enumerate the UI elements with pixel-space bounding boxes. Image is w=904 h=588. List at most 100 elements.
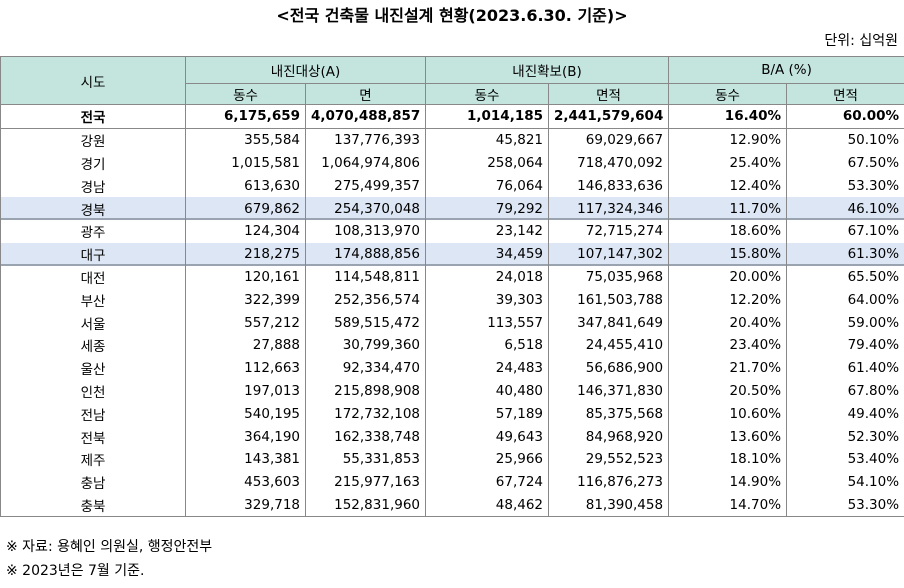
table-row: 경기 1,015,581 1,064,974,806 258,064 718,470,0…: [0, 151, 904, 175]
title: <전국 건축물 내진설계 현황(2023.6.30. 기준)>: [276, 6, 628, 25]
value-cell: 59.00%: [786, 311, 904, 334]
value-cell: 10.60%: [668, 402, 788, 426]
value-cell: 215,977,163: [304, 470, 427, 494]
value-cell: 6,175,659: [185, 104, 306, 129]
value-cell: 30,799,360: [304, 333, 427, 357]
value-cell: 12.40%: [668, 174, 788, 198]
value-cell: 75,035,968: [548, 265, 670, 289]
value-cell: 49.40%: [786, 402, 904, 426]
value-cell: 18.60%: [668, 219, 788, 243]
value-cell: 1,064,974,806: [304, 151, 427, 175]
value-cell: 79,292: [425, 197, 550, 220]
header-sub: 동수: [425, 83, 550, 105]
header-group: 내진대상(A): [184, 56, 427, 84]
table-row: 대전 120,161 114,548,811 24,018 75,035,968 20.0…: [0, 265, 904, 289]
value-cell: 20.00%: [668, 265, 788, 289]
value-cell: 25,966: [425, 447, 550, 471]
value-cell: 679,862: [185, 197, 306, 220]
table-row: 경북 679,862 254,370,048 79,292 117,324,346 11.…: [0, 197, 904, 220]
value-cell: 113,557: [425, 311, 550, 334]
header-sub: 면: [304, 83, 427, 105]
table-row: 강원 355,584 137,776,393 45,821 69,029,667 12.9…: [0, 128, 904, 152]
value-cell: 275,499,357: [304, 174, 427, 198]
value-cell: 67,724: [425, 470, 550, 494]
value-cell: 54.10%: [786, 470, 904, 494]
value-cell: 1,015,581: [185, 151, 306, 175]
value-cell: 143,381: [185, 447, 306, 471]
value-cell: 67.10%: [786, 219, 904, 243]
value-cell: 347,841,649: [548, 311, 670, 334]
table-row: 부산 322,399 252,356,574 39,303 161,503,788 12.…: [0, 288, 904, 312]
value-cell: 20.50%: [668, 379, 788, 403]
value-cell: 65.50%: [786, 265, 904, 289]
value-cell: 56,686,900: [548, 356, 670, 380]
value-cell: 13.60%: [668, 425, 788, 448]
header-sub: 동수: [668, 83, 788, 105]
region-cell: 세종: [0, 333, 186, 357]
value-cell: 120,161: [185, 265, 306, 289]
table-row: 전북 364,190 162,338,748 49,643 84,968,920 13.6…: [0, 425, 904, 448]
value-cell: 4,070,488,857: [304, 104, 427, 129]
value-cell: 29,552,523: [548, 447, 670, 471]
value-cell: 540,195: [185, 402, 306, 426]
region-cell: 부산: [0, 288, 186, 312]
region-cell: 대구: [0, 242, 186, 266]
value-cell: 107,147,302: [548, 242, 670, 266]
value-cell: 12.90%: [668, 128, 788, 152]
value-cell: 6,518: [425, 333, 550, 357]
table-row: 충북 329,718 152,831,960 48,462 81,390,458 14.7…: [0, 493, 904, 518]
table-row: 충남 453,603 215,977,163 67,724 116,876,273 14.…: [0, 470, 904, 494]
value-cell: 53.30%: [786, 493, 904, 518]
value-cell: 69,029,667: [548, 128, 670, 152]
value-cell: 14.70%: [668, 493, 788, 518]
value-cell: 218,275: [185, 242, 306, 266]
value-cell: 146,371,830: [548, 379, 670, 403]
value-cell: 252,356,574: [304, 288, 427, 312]
value-cell: 72,715,274: [548, 219, 670, 243]
value-cell: 39,303: [425, 288, 550, 312]
value-cell: 45,821: [425, 128, 550, 152]
value-cell: 146,833,636: [548, 174, 670, 198]
value-cell: 53.30%: [786, 174, 904, 198]
header-group: B/A (%): [668, 56, 904, 84]
region-cell: 충북: [0, 493, 186, 518]
value-cell: 24,483: [425, 356, 550, 380]
value-cell: 557,212: [185, 311, 306, 334]
region-cell: 경북: [0, 197, 186, 220]
table-row: 대구 218,275 174,888,856 34,459 107,147,302 15.…: [0, 242, 904, 266]
header-sub: 면적: [786, 83, 904, 105]
value-cell: 24,018: [425, 265, 550, 289]
value-cell: 57,189: [425, 402, 550, 426]
value-cell: 329,718: [185, 493, 306, 518]
value-cell: 108,313,970: [304, 219, 427, 243]
value-cell: 613,630: [185, 174, 306, 198]
value-cell: 67.80%: [786, 379, 904, 403]
region-cell: 광주: [0, 219, 186, 243]
table-row: 인천 197,013 215,898,908 40,480 146,371,830 20.…: [0, 379, 904, 403]
value-cell: 48,462: [425, 493, 550, 518]
value-cell: 23,142: [425, 219, 550, 243]
table-row: 세종 27,888 30,799,360 6,518 24,455,410 23.40% 7…: [0, 333, 904, 357]
value-cell: 76,064: [425, 174, 550, 198]
value-cell: 197,013: [185, 379, 306, 403]
value-cell: 116,876,273: [548, 470, 670, 494]
value-cell: 84,968,920: [548, 425, 670, 448]
value-cell: 27,888: [185, 333, 306, 357]
value-cell: 12.20%: [668, 288, 788, 312]
region-cell: 강원: [0, 128, 186, 152]
value-cell: 67.50%: [786, 151, 904, 175]
header-group: 내진확보(B): [425, 56, 670, 84]
region-cell: 인천: [0, 379, 186, 403]
value-cell: 34,459: [425, 242, 550, 266]
value-cell: 25.40%: [668, 151, 788, 175]
value-cell: 355,584: [185, 128, 306, 152]
value-cell: 453,603: [185, 470, 306, 494]
header-sub: 면적: [548, 83, 670, 105]
table-row: 전남 540,195 172,732,108 57,189 85,375,568 10.6…: [0, 402, 904, 426]
value-cell: 20.40%: [668, 311, 788, 334]
value-cell: 15.80%: [668, 242, 788, 266]
value-cell: 254,370,048: [304, 197, 427, 220]
value-cell: 322,399: [185, 288, 306, 312]
value-cell: 112,663: [185, 356, 306, 380]
value-cell: 124,304: [185, 219, 306, 243]
